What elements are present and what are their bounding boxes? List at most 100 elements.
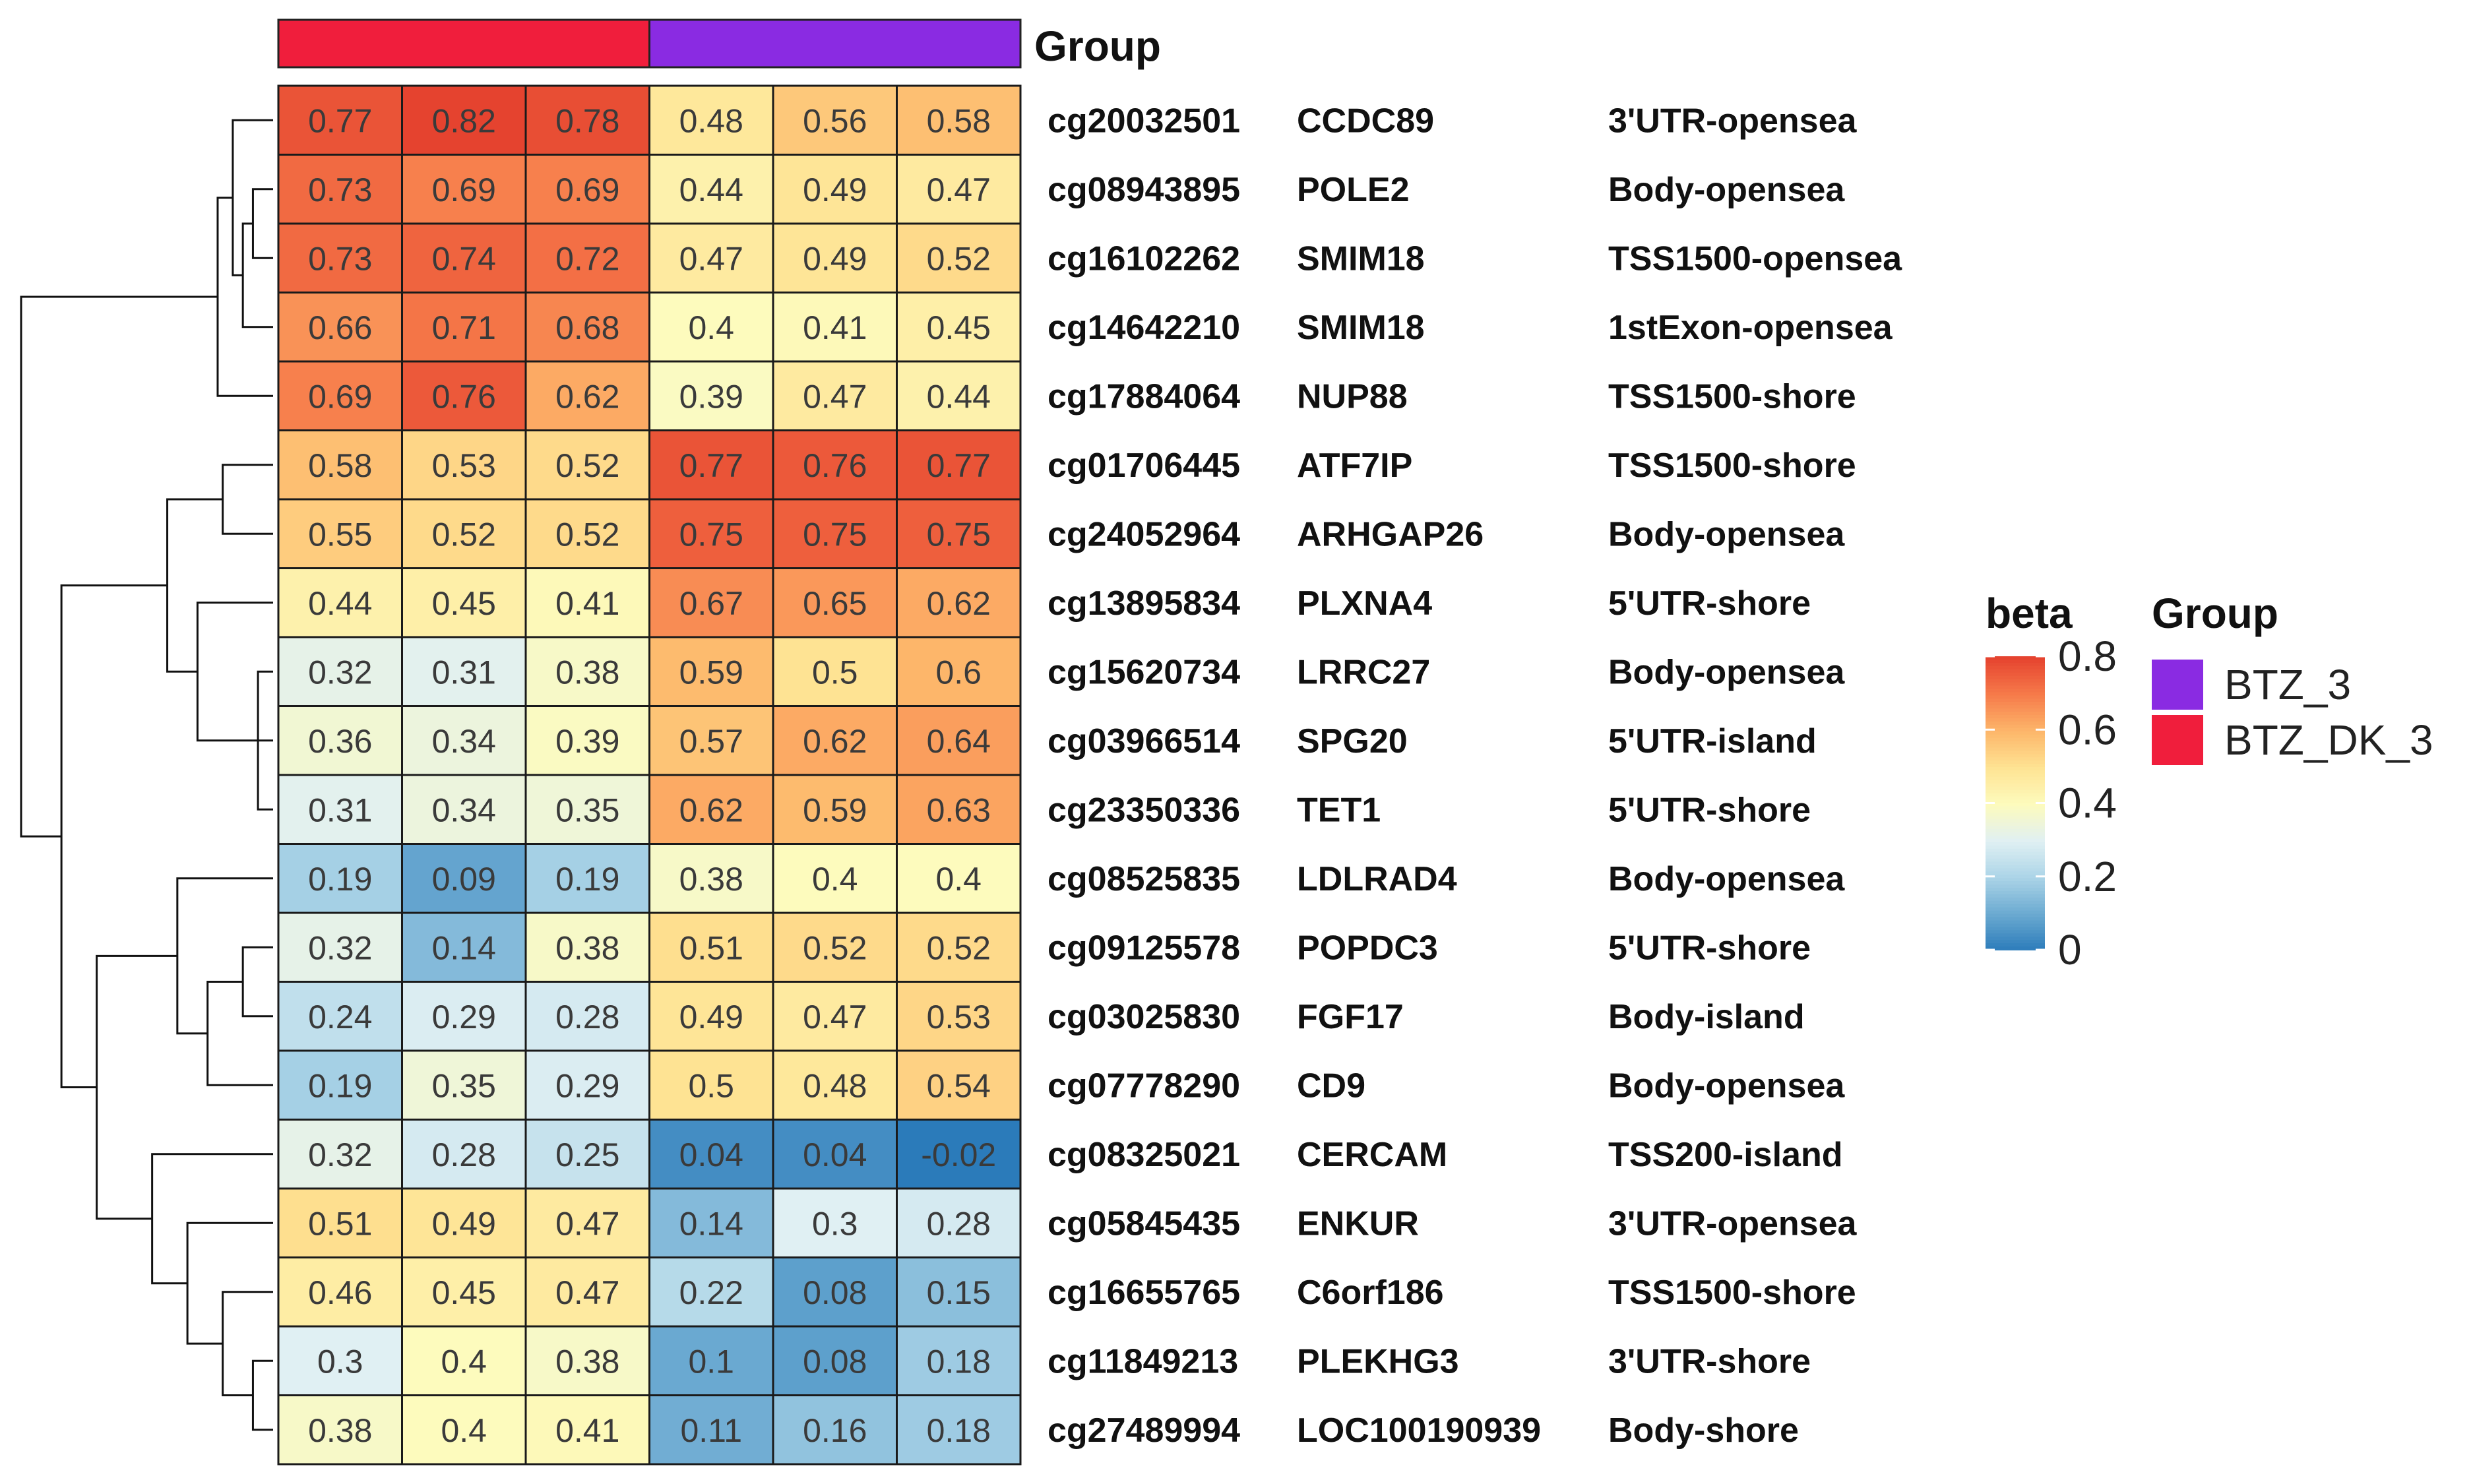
color-ramp-segment <box>1986 705 2045 710</box>
color-ramp-segment <box>1986 943 2045 948</box>
color-ramp-segment <box>1986 665 2045 670</box>
dendrogram-branch <box>96 954 177 1220</box>
color-ramp-segment <box>1986 875 2045 879</box>
heatmap-cell <box>277 774 403 845</box>
row-label-probe: cg08525835 <box>1048 860 1240 898</box>
row-labels: cg20032501 CCDC89 3'UTR-opensea cg08943895 P… <box>1048 102 1902 1450</box>
cell-value-label: 0.64 <box>927 723 991 760</box>
cell-value-label: 0.28 <box>555 999 619 1036</box>
heatmap-cell <box>401 843 527 914</box>
color-ramp-segment <box>1986 718 2045 722</box>
cell-value-label: 0.59 <box>679 654 743 691</box>
cell-value-label: 0.78 <box>555 102 619 139</box>
color-ramp-segment <box>1986 871 2045 876</box>
beta-legend-title: beta <box>1986 590 2073 637</box>
color-ramp-segment <box>1986 878 2045 882</box>
color-ramp-segment <box>1986 776 2045 781</box>
cell-value-label: 0.08 <box>803 1343 867 1380</box>
color-ramp-segment <box>1986 774 2045 778</box>
row-label-probe: cg09125578 <box>1048 929 1240 967</box>
cell-value-label: 0.29 <box>432 999 496 1036</box>
cell-value-label: 0.55 <box>308 516 372 553</box>
color-ramp-segment <box>1986 855 2045 859</box>
color-ramp-segment <box>1986 679 2045 683</box>
cell-value-label: 0.04 <box>679 1136 743 1173</box>
cell-value-label: 0.62 <box>555 378 619 415</box>
heatmap-cell <box>896 981 1022 1052</box>
cell-value-label: 0.63 <box>927 791 991 828</box>
cell-value-label: 0.19 <box>308 861 372 898</box>
cell-value-label: 0.4 <box>441 1343 487 1380</box>
row-label-region: Body-opensea <box>1608 171 1845 209</box>
cell-value-label: 0.69 <box>555 171 619 208</box>
cell-value-label: 0.73 <box>308 240 372 277</box>
cell-value-label: 0.56 <box>803 102 867 139</box>
cell-value-label: 0.77 <box>679 447 743 484</box>
cell-value-label: 0.74 <box>432 240 496 277</box>
color-ramp-segment <box>1986 868 2045 873</box>
cell-value-label: 0.75 <box>803 516 867 553</box>
heatmap-cell <box>401 222 527 294</box>
heatmap-cell <box>772 1325 898 1396</box>
color-ramp-segment <box>1986 675 2045 680</box>
color-ramp-segment <box>1986 806 2045 811</box>
heatmap-cell <box>772 222 898 294</box>
row-label-gene: CERCAM <box>1297 1136 1447 1174</box>
color-ramp-segment <box>1986 682 2045 687</box>
cell-value-label: 0.45 <box>432 1274 496 1311</box>
cell-value-label: 0.52 <box>432 516 496 553</box>
heatmap-cell <box>896 429 1022 501</box>
color-ramp-segment <box>1986 829 2045 833</box>
cell-value-label: 0.72 <box>555 240 619 277</box>
cell-value-label: 0.38 <box>679 861 743 898</box>
color-tick-label: 0.8 <box>2058 633 2117 680</box>
row-label-gene: LDLRAD4 <box>1297 860 1457 898</box>
color-ramp-segment <box>1986 884 2045 889</box>
color-ramp-segment <box>1986 861 2045 866</box>
heatmap-cell <box>524 912 650 983</box>
color-tick-label: 0.6 <box>2058 706 2117 753</box>
color-ramp-segment <box>1986 907 2045 912</box>
row-label-probe: cg08325021 <box>1048 1136 1240 1174</box>
cell-value-label: 0.6 <box>935 654 982 691</box>
heatmap-cell <box>772 1394 898 1466</box>
group-annotation-bar <box>277 18 1022 69</box>
cell-value-label: 0.51 <box>308 1205 372 1242</box>
heatmap-cell <box>648 84 774 156</box>
row-label-probe: cg01706445 <box>1048 447 1240 485</box>
cell-value-label: 0.48 <box>679 102 743 139</box>
color-ramp-segment <box>1986 904 2045 908</box>
heatmap-cell <box>524 1187 650 1258</box>
heatmap-cell <box>277 636 403 707</box>
cell-value-label: 0.29 <box>555 1067 619 1104</box>
color-ramp-segment <box>1986 865 2045 869</box>
cell-value-label: 0.46 <box>308 1274 372 1311</box>
color-ramp-segment <box>1986 760 2045 765</box>
color-ramp-segment <box>1986 744 2045 749</box>
color-ramp-segment <box>1986 858 2045 863</box>
heatmap-cell <box>524 567 650 638</box>
cell-value-label: 0.69 <box>308 378 372 415</box>
color-ramp-segment <box>1986 715 2045 719</box>
row-label-probe: cg07778290 <box>1048 1067 1240 1105</box>
color-ramp-segment <box>1986 727 2045 732</box>
color-ramp-segment <box>1986 930 2045 935</box>
cell-value-label: 0.48 <box>803 1067 867 1104</box>
cell-value-label: 0.66 <box>308 309 372 346</box>
color-ramp-segment <box>1986 793 2045 797</box>
color-ramp-segment <box>1986 698 2045 703</box>
cell-value-label: 0.14 <box>679 1205 743 1242</box>
dendrogram-branch <box>241 222 273 328</box>
row-label-gene: PLXNA4 <box>1297 584 1432 623</box>
heatmap-cell <box>524 429 650 501</box>
group-bar-segment <box>278 20 402 67</box>
row-label-gene: LRRC27 <box>1297 653 1430 691</box>
row-label-probe: cg11849213 <box>1048 1342 1238 1380</box>
row-label-region: Body-opensea <box>1608 515 1845 553</box>
cell-value-label: 0.47 <box>555 1274 619 1311</box>
color-ramp-segment <box>1986 669 2045 673</box>
cell-value-label: 0.68 <box>555 309 619 346</box>
color-ramp-segment <box>1986 835 2045 840</box>
heatmap-cell <box>772 1256 898 1328</box>
color-ramp-segment <box>1986 933 2045 938</box>
